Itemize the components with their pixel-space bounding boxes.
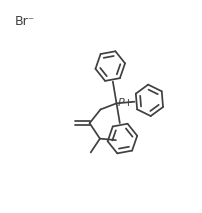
Text: Br⁻: Br⁻ — [14, 15, 35, 28]
Text: P+: P+ — [117, 98, 133, 108]
